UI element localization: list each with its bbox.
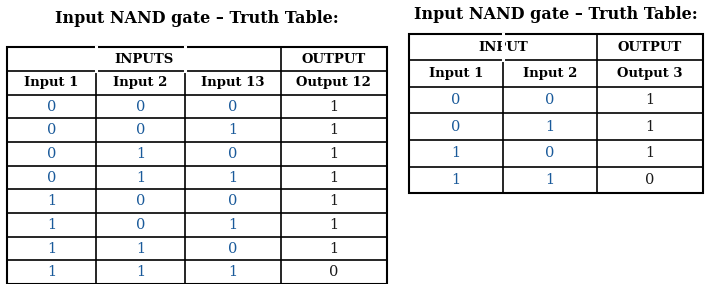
Text: 1: 1 <box>47 218 56 232</box>
Text: Input 1: Input 1 <box>24 76 79 89</box>
Text: 0: 0 <box>136 218 145 232</box>
Text: 1: 1 <box>47 265 56 279</box>
Text: 1: 1 <box>136 265 145 279</box>
Text: 1: 1 <box>329 100 338 114</box>
Text: Input 1: Input 1 <box>429 67 483 80</box>
Text: 1: 1 <box>228 123 237 137</box>
Text: 1: 1 <box>546 120 554 134</box>
Text: 1: 1 <box>228 171 237 185</box>
Bar <box>7 47 387 284</box>
Text: Output 12: Output 12 <box>296 76 371 89</box>
Text: 1: 1 <box>451 146 460 160</box>
Text: 1: 1 <box>645 93 655 107</box>
Bar <box>409 34 703 193</box>
Text: 1: 1 <box>645 120 655 134</box>
Text: 0: 0 <box>645 173 655 187</box>
Text: 1: 1 <box>228 218 237 232</box>
Text: 1: 1 <box>645 146 655 160</box>
Text: 0: 0 <box>228 241 237 256</box>
Text: 1: 1 <box>451 173 460 187</box>
Text: 0: 0 <box>329 265 338 279</box>
Text: Input 2: Input 2 <box>113 76 168 89</box>
Text: 1: 1 <box>136 147 145 161</box>
Text: Input 2: Input 2 <box>523 67 577 80</box>
Text: 0: 0 <box>136 100 145 114</box>
Text: INPUTS: INPUTS <box>114 53 174 66</box>
Text: Input 13: Input 13 <box>201 76 265 89</box>
Text: 1: 1 <box>329 147 338 161</box>
Text: 1: 1 <box>47 194 56 208</box>
Text: Input NAND gate – Truth Table:: Input NAND gate – Truth Table: <box>55 10 339 27</box>
Text: 1: 1 <box>47 241 56 256</box>
Text: 0: 0 <box>228 194 237 208</box>
Text: 0: 0 <box>47 100 56 114</box>
Text: 0: 0 <box>228 147 237 161</box>
Text: Input NAND gate – Truth Table:: Input NAND gate – Truth Table: <box>414 6 698 23</box>
Text: 0: 0 <box>47 123 56 137</box>
Text: Output 3: Output 3 <box>617 67 683 80</box>
Text: 1: 1 <box>329 171 338 185</box>
Text: INPUT: INPUT <box>478 41 528 54</box>
Text: 0: 0 <box>136 123 145 137</box>
Text: 0: 0 <box>228 100 237 114</box>
Text: 1: 1 <box>329 218 338 232</box>
Text: 1: 1 <box>136 171 145 185</box>
Text: 1: 1 <box>329 194 338 208</box>
Text: 0: 0 <box>451 120 460 134</box>
Text: 1: 1 <box>228 265 237 279</box>
Text: OUTPUT: OUTPUT <box>618 41 682 54</box>
Text: 0: 0 <box>451 93 460 107</box>
Text: 0: 0 <box>546 146 555 160</box>
Text: OUTPUT: OUTPUT <box>302 53 366 66</box>
Text: 1: 1 <box>329 123 338 137</box>
Text: 1: 1 <box>329 241 338 256</box>
Text: 0: 0 <box>47 171 56 185</box>
Text: 0: 0 <box>136 194 145 208</box>
Text: 0: 0 <box>546 93 555 107</box>
Text: 0: 0 <box>47 147 56 161</box>
Text: 1: 1 <box>546 173 554 187</box>
Text: 1: 1 <box>136 241 145 256</box>
